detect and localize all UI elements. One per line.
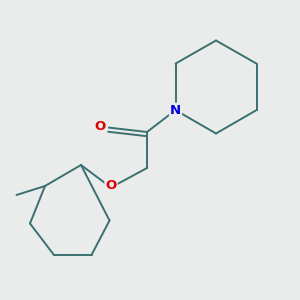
Text: N: N — [170, 103, 181, 117]
Text: O: O — [94, 119, 105, 133]
Text: O: O — [105, 178, 117, 192]
